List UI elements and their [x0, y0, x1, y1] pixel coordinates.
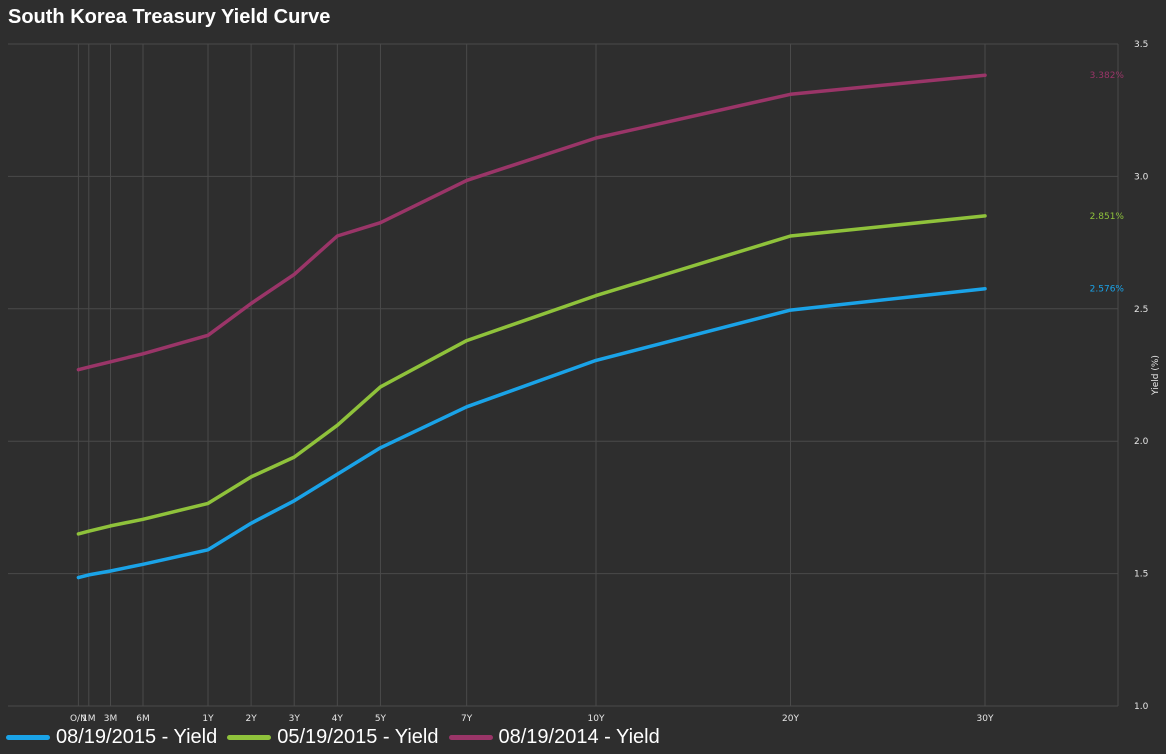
y-tick-label: 3.5	[1134, 40, 1148, 50]
legend-label: 08/19/2014 - Yield	[498, 726, 660, 748]
y-tick-label: 1.0	[1134, 702, 1149, 712]
x-tick-label: 10Y	[588, 714, 605, 724]
chart-title: South Korea Treasury Yield Curve	[8, 6, 331, 28]
x-tick-label: 7Y	[461, 714, 473, 724]
y-axis-ticks: 1.0 1.5 2.0 2.5 3.0 3.5	[1134, 40, 1149, 712]
legend-label: 05/19/2015 - Yield	[277, 726, 439, 748]
y-axis-label: Yield (%)	[1151, 355, 1161, 396]
series-end-label: 3.382%	[1090, 71, 1125, 81]
legend-swatch	[6, 735, 50, 740]
x-axis-ticks: O/N1M 3M 6M 1Y 2Y 3Y 4Y 5Y 7Y 10Y 20Y 30Y	[70, 714, 994, 724]
x-tick-label: 20Y	[782, 714, 799, 724]
legend-swatch	[227, 735, 272, 740]
legend-item[interactable]: 08/19/2015 - Yield	[6, 726, 217, 749]
x-tick-label: O/N	[70, 714, 87, 724]
y-tick-label: 2.5	[1134, 305, 1148, 315]
x-tick-label: 3Y	[289, 714, 301, 724]
x-tick-label: 30Y	[977, 714, 994, 724]
legend-item[interactable]: 08/19/2014 - Yield	[448, 726, 660, 749]
end-labels: 2.576% 2.851% 3.382%	[1090, 71, 1125, 294]
y-tick-label: 1.5	[1134, 570, 1148, 580]
x-tick-label: 3M	[104, 714, 118, 724]
x-tick-label: 2Y	[245, 714, 257, 724]
series-line-2	[76, 73, 987, 372]
x-tick-label: 1M	[82, 714, 96, 724]
x-tick-label: 6M	[136, 714, 150, 724]
legend-swatch	[448, 735, 493, 740]
series-end-label: 2.576%	[1090, 285, 1125, 295]
y-tick-label: 3.0	[1134, 172, 1149, 182]
x-tick-label: 1Y	[202, 714, 214, 724]
x-tick-label: 5Y	[375, 714, 387, 724]
grid-lines	[8, 43, 1119, 707]
y-tick-label: 2.0	[1134, 437, 1149, 447]
series-lines	[76, 73, 987, 580]
x-tick-label: 4Y	[332, 714, 344, 724]
legend-item[interactable]: 05/19/2015 - Yield	[227, 726, 439, 749]
series-line-1	[76, 214, 987, 536]
series-end-label: 2.851%	[1090, 212, 1125, 222]
legend-label: 08/19/2015 - Yield	[56, 726, 218, 748]
series-line-0	[76, 286, 987, 580]
legend: 08/19/2015 - Yield 05/19/2015 - Yield 08/1…	[6, 726, 670, 749]
